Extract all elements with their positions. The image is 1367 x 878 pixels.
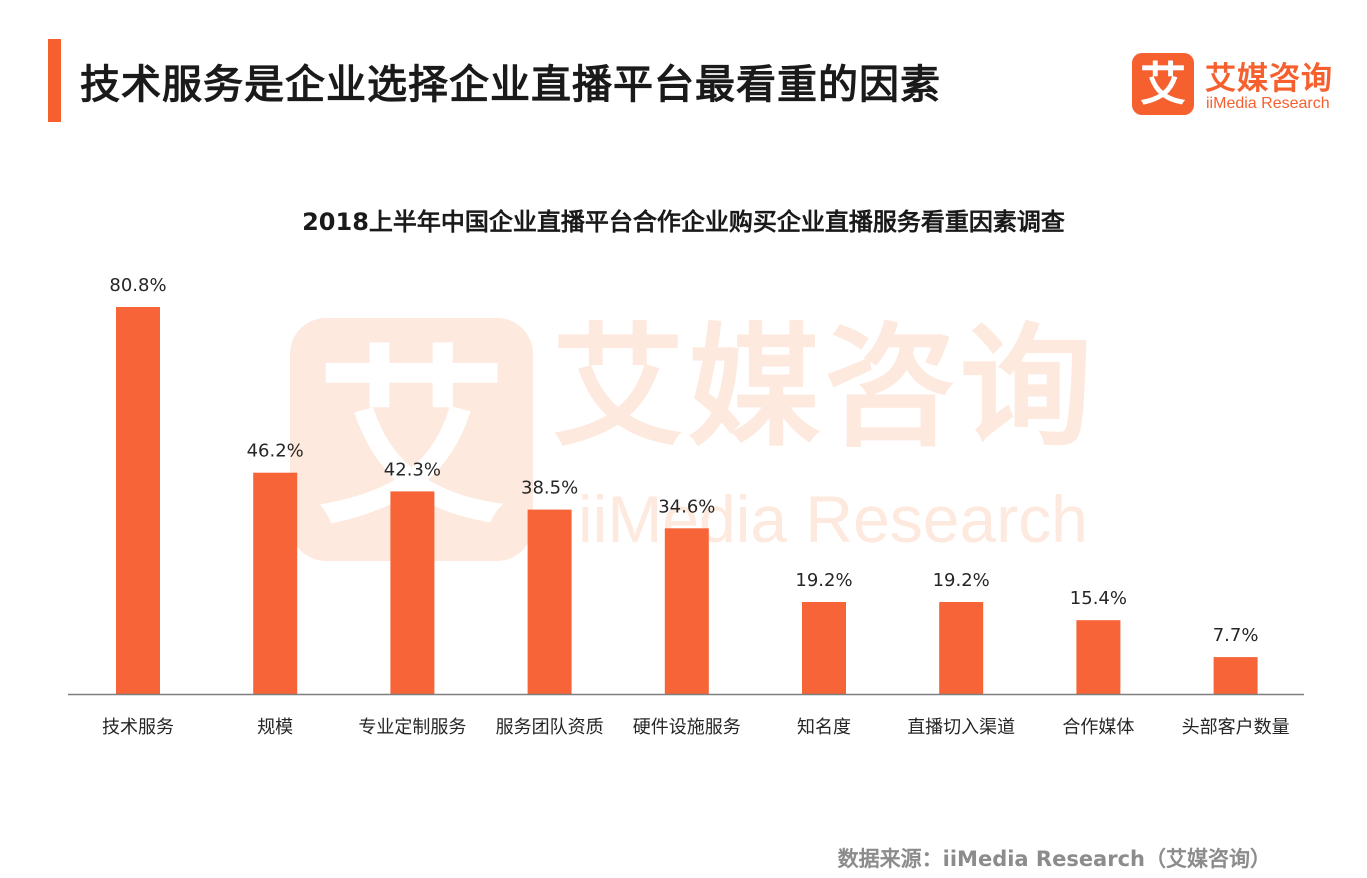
bar-5 [802, 602, 846, 694]
bar-4 [664, 528, 709, 694]
category-label-6: 直播切入渠道 [907, 717, 1015, 738]
page-title: 技术服务是企业选择企业直播平台最看重的因素 [80, 62, 941, 108]
bar-8 [1213, 657, 1258, 694]
data-label-8: 7.7% [1213, 625, 1259, 646]
data-label-6: 19.2% [933, 570, 990, 591]
category-label-1: 规模 [257, 717, 293, 738]
data-label-2: 42.3% [384, 459, 441, 480]
category-label-2: 专业定制服务 [358, 717, 466, 738]
data-label-5: 19.2% [795, 570, 852, 591]
category-label-0: 技术服务 [102, 717, 174, 738]
bar-7 [1076, 620, 1121, 694]
category-label-8: 头部客户数量 [1182, 717, 1290, 738]
bar-1 [253, 472, 298, 694]
category-label-3: 服务团队资质 [496, 717, 604, 738]
category-label-5: 知名度 [797, 717, 851, 738]
logo-name-cn: 艾媒咨询 [1205, 61, 1333, 97]
bar-0 [116, 307, 160, 694]
data-label-1: 46.2% [247, 441, 304, 462]
bar-2 [390, 491, 435, 694]
chart-title: 2018上半年中国企业直播平台合作企业购买企业直播服务看重因素调查 [302, 208, 1065, 236]
logo-name-en: iiMedia Research [1206, 95, 1330, 112]
data-source: 数据来源：iiMedia Research（艾媒咨询） [837, 847, 1271, 871]
logo-icon: 艾 [1132, 53, 1194, 115]
category-label-4: 硬件设施服务 [633, 717, 741, 738]
category-label-7: 合作媒体 [1062, 717, 1134, 738]
bar-6 [939, 602, 984, 694]
data-label-0: 80.8% [109, 275, 166, 296]
data-label-7: 15.4% [1070, 588, 1127, 609]
iimedia-logo: 艾 艾媒咨询 iiMedia Research [1132, 53, 1354, 115]
data-label-3: 38.5% [521, 478, 578, 499]
title-accent-bar [48, 39, 61, 122]
bar-3 [527, 509, 572, 694]
data-label-4: 34.6% [658, 496, 715, 517]
